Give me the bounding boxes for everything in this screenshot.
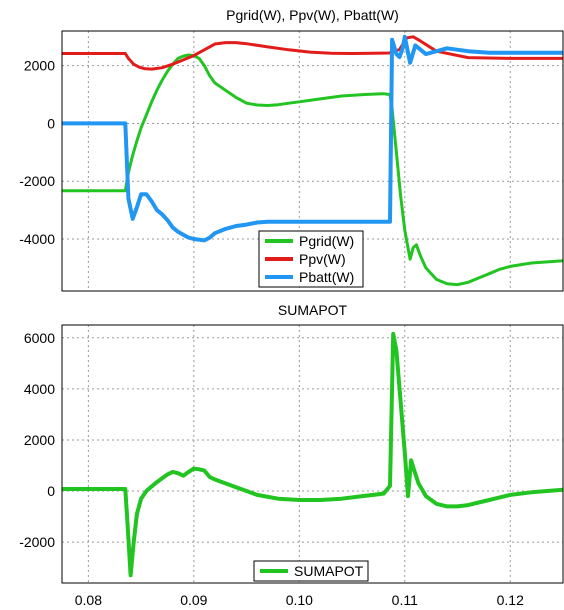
legend-label: SUMAPOT <box>294 563 364 579</box>
x-tick-label: 0.10 <box>286 592 313 608</box>
series-line-pgrid-w- <box>62 53 563 287</box>
legend: SUMAPOT <box>253 560 369 582</box>
y-tick-label: 0 <box>47 483 55 499</box>
y-tick-label: 2000 <box>24 432 55 448</box>
chart-panel-2: 0.08 0.09 0.10 0.11 0.12 6000 4000 2000 0 -2000 SU… <box>19 302 564 608</box>
chart-title: SUMAPOT <box>278 302 348 318</box>
plot-frame <box>61 324 564 584</box>
legend: Pgrid(W) Ppv(W) Pbatt(W) <box>258 230 364 288</box>
series-line-pbatt-w- <box>62 34 563 243</box>
series-line-ppv-w- <box>62 35 563 71</box>
y-tick-label: 6000 <box>24 330 55 346</box>
chart-panel-1: 2000 0 -2000 -4000 Pgrid(W), Ppv(W), Pbatt(W… <box>19 7 564 292</box>
y-tick-label: -2000 <box>19 534 55 550</box>
y-tick-label: 4000 <box>24 381 55 397</box>
chart-title: Pgrid(W), Ppv(W), Pbatt(W) <box>226 7 399 23</box>
y-tick-label: 0 <box>47 115 55 131</box>
x-tick-label: 0.12 <box>497 592 524 608</box>
legend-label: Ppv(W) <box>299 251 346 267</box>
y-tick-label: -2000 <box>19 173 55 189</box>
y-tick-label: 2000 <box>24 58 55 74</box>
x-tick-label: 0.09 <box>180 592 207 608</box>
x-tick-label: 0.08 <box>75 592 102 608</box>
plot-frame <box>61 30 564 292</box>
x-tick-label: 0.11 <box>392 592 418 608</box>
y-tick-label: -4000 <box>19 231 55 247</box>
series-layer <box>62 34 563 287</box>
plot-area <box>62 325 563 583</box>
series-layer <box>62 331 563 578</box>
legend-label: Pbatt(W) <box>299 269 354 285</box>
series-line-sumapot <box>62 331 563 578</box>
legend-box <box>253 560 369 582</box>
legend-label: Pgrid(W) <box>299 233 354 249</box>
